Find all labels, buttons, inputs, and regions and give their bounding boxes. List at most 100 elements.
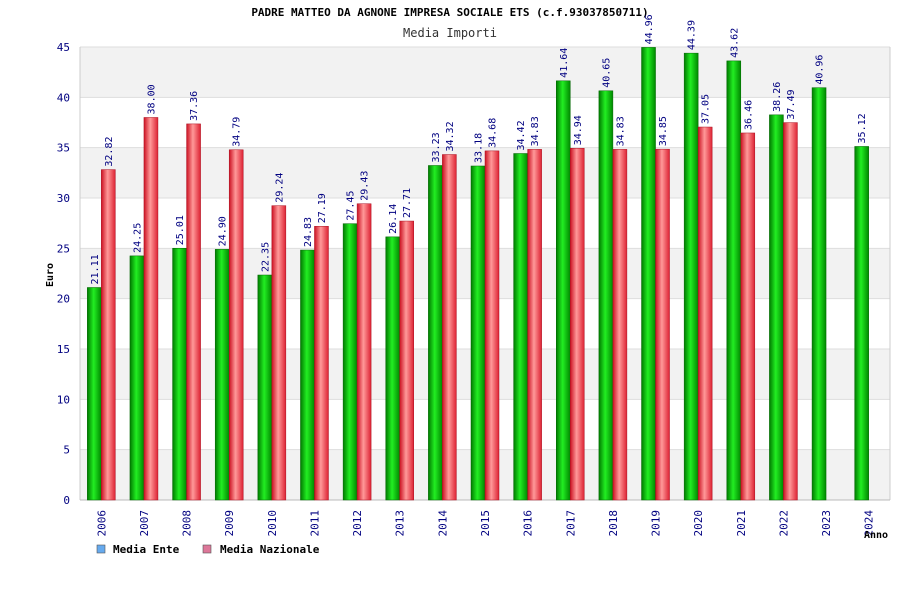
x-tick-label: 2023 xyxy=(820,510,833,537)
bar-media-ente xyxy=(641,47,656,501)
x-tick-label: 2012 xyxy=(351,510,364,537)
data-label: 27.19 xyxy=(317,193,328,223)
y-tick-label: 40 xyxy=(57,91,70,104)
bar-media-ente xyxy=(854,146,869,501)
bars xyxy=(87,47,869,501)
data-label: 40.65 xyxy=(601,58,612,88)
data-label: 33.18 xyxy=(474,133,485,163)
bar-media-ente xyxy=(769,114,784,501)
y-tick-label: 15 xyxy=(57,343,70,356)
y-axis-label: Euro xyxy=(45,263,56,287)
bar-media-nazionale xyxy=(655,148,670,501)
data-label: 34.42 xyxy=(516,120,527,150)
x-tick-label: 2016 xyxy=(522,510,535,537)
legend: Media Ente Media Nazionale xyxy=(96,543,320,556)
x-tick-label: 2020 xyxy=(692,510,705,537)
data-label: 32.82 xyxy=(104,137,115,167)
data-label: 40.96 xyxy=(815,55,826,85)
x-tick-label: 2022 xyxy=(777,510,790,537)
x-tick-label: 2018 xyxy=(607,510,620,537)
bar-media-nazionale xyxy=(442,154,457,501)
chart-subtitle: Media Importi xyxy=(403,26,497,40)
plot-band xyxy=(80,47,890,98)
data-label: 26.14 xyxy=(388,204,399,234)
data-label: 24.83 xyxy=(303,217,314,247)
bar-media-ente xyxy=(214,249,230,501)
data-label: 38.00 xyxy=(146,84,157,114)
data-label: 44.39 xyxy=(687,20,698,50)
data-label: 33.23 xyxy=(431,132,442,162)
legend-label-media-ente: Media Ente xyxy=(113,543,180,556)
bar-media-nazionale xyxy=(399,220,414,501)
bar-media-ente xyxy=(172,247,187,501)
data-label: 21.11 xyxy=(90,254,101,284)
bar-media-nazionale xyxy=(186,123,201,501)
data-label: 44.96 xyxy=(644,14,655,44)
x-tick-label: 2017 xyxy=(564,510,577,537)
x-tick-label: 2010 xyxy=(266,510,279,537)
data-label: 34.79 xyxy=(232,117,243,147)
bar-media-nazionale xyxy=(740,132,756,501)
x-tick-label: 2013 xyxy=(394,510,407,537)
bar-media-nazionale xyxy=(697,126,713,501)
y-tick-label: 25 xyxy=(57,242,70,255)
data-label: 34.68 xyxy=(488,118,499,148)
bar-media-nazionale xyxy=(783,122,798,501)
x-axis-ticks: 2006 2007 2008 2009 2010 2011 2012 2013 2014 2015… xyxy=(95,510,875,537)
x-tick-label: 2011 xyxy=(308,510,321,537)
data-label: 25.01 xyxy=(175,215,186,245)
bar-media-nazionale xyxy=(228,149,244,501)
bar-media-ente xyxy=(129,255,145,501)
x-tick-label: 2009 xyxy=(223,510,236,537)
x-tick-label: 2021 xyxy=(735,510,748,537)
data-label: 34.32 xyxy=(445,121,456,151)
plot-band xyxy=(80,97,890,148)
legend-label-media-nazionale: Media Nazionale xyxy=(220,543,320,556)
data-label: 27.45 xyxy=(346,191,357,221)
bar-media-nazionale xyxy=(484,150,500,501)
data-label: 37.05 xyxy=(701,94,712,124)
x-tick-label: 2015 xyxy=(479,510,492,537)
chart-title: PADRE MATTEO DA AGNONE IMPRESA SOCIALE E… xyxy=(251,6,648,19)
bar-media-nazionale xyxy=(612,149,628,501)
y-tick-label: 35 xyxy=(57,142,70,155)
data-label: 34.85 xyxy=(658,116,669,146)
y-tick-label: 0 xyxy=(63,494,70,507)
data-label: 38.26 xyxy=(772,82,783,112)
bar-media-ente xyxy=(513,153,528,501)
x-tick-label: 2024 xyxy=(863,510,876,537)
data-label: 36.46 xyxy=(743,100,754,130)
bar-media-ente xyxy=(257,274,273,501)
data-label: 34.94 xyxy=(573,115,584,145)
bar-media-ente xyxy=(300,249,315,501)
bar-media-nazionale xyxy=(271,205,287,501)
data-label: 24.25 xyxy=(132,223,143,253)
bar-media-ente xyxy=(598,90,614,501)
x-tick-label: 2014 xyxy=(436,510,449,537)
bar-media-ente xyxy=(428,165,443,501)
bar-media-ente xyxy=(342,223,358,501)
y-tick-label: 5 xyxy=(63,444,70,457)
bar-media-nazionale xyxy=(356,203,372,501)
bar-media-nazionale xyxy=(143,117,159,501)
data-label: 34.83 xyxy=(615,116,626,146)
data-label: 34.83 xyxy=(530,116,541,146)
data-labels: 21.11 24.25 25.01 24.90 22.35 24.83 27.45 26.14… xyxy=(90,14,868,284)
data-label: 29.43 xyxy=(360,171,371,201)
data-label: 24.90 xyxy=(218,216,229,246)
data-label: 41.64 xyxy=(559,48,570,78)
bar-media-nazionale xyxy=(527,149,542,501)
bar-media-ente xyxy=(556,80,571,501)
bar-media-nazionale xyxy=(314,226,329,501)
data-label: 37.49 xyxy=(786,89,797,119)
bar-media-ente xyxy=(470,165,486,501)
bar-media-ente xyxy=(683,52,699,501)
y-tick-label: 30 xyxy=(57,192,70,205)
data-label: 35.12 xyxy=(857,113,868,143)
y-tick-label: 45 xyxy=(57,41,70,54)
x-tick-label: 2008 xyxy=(181,510,194,537)
x-tick-label: 2019 xyxy=(650,510,663,537)
x-axis-label: Anno xyxy=(864,530,888,541)
data-label: 37.36 xyxy=(189,91,200,121)
